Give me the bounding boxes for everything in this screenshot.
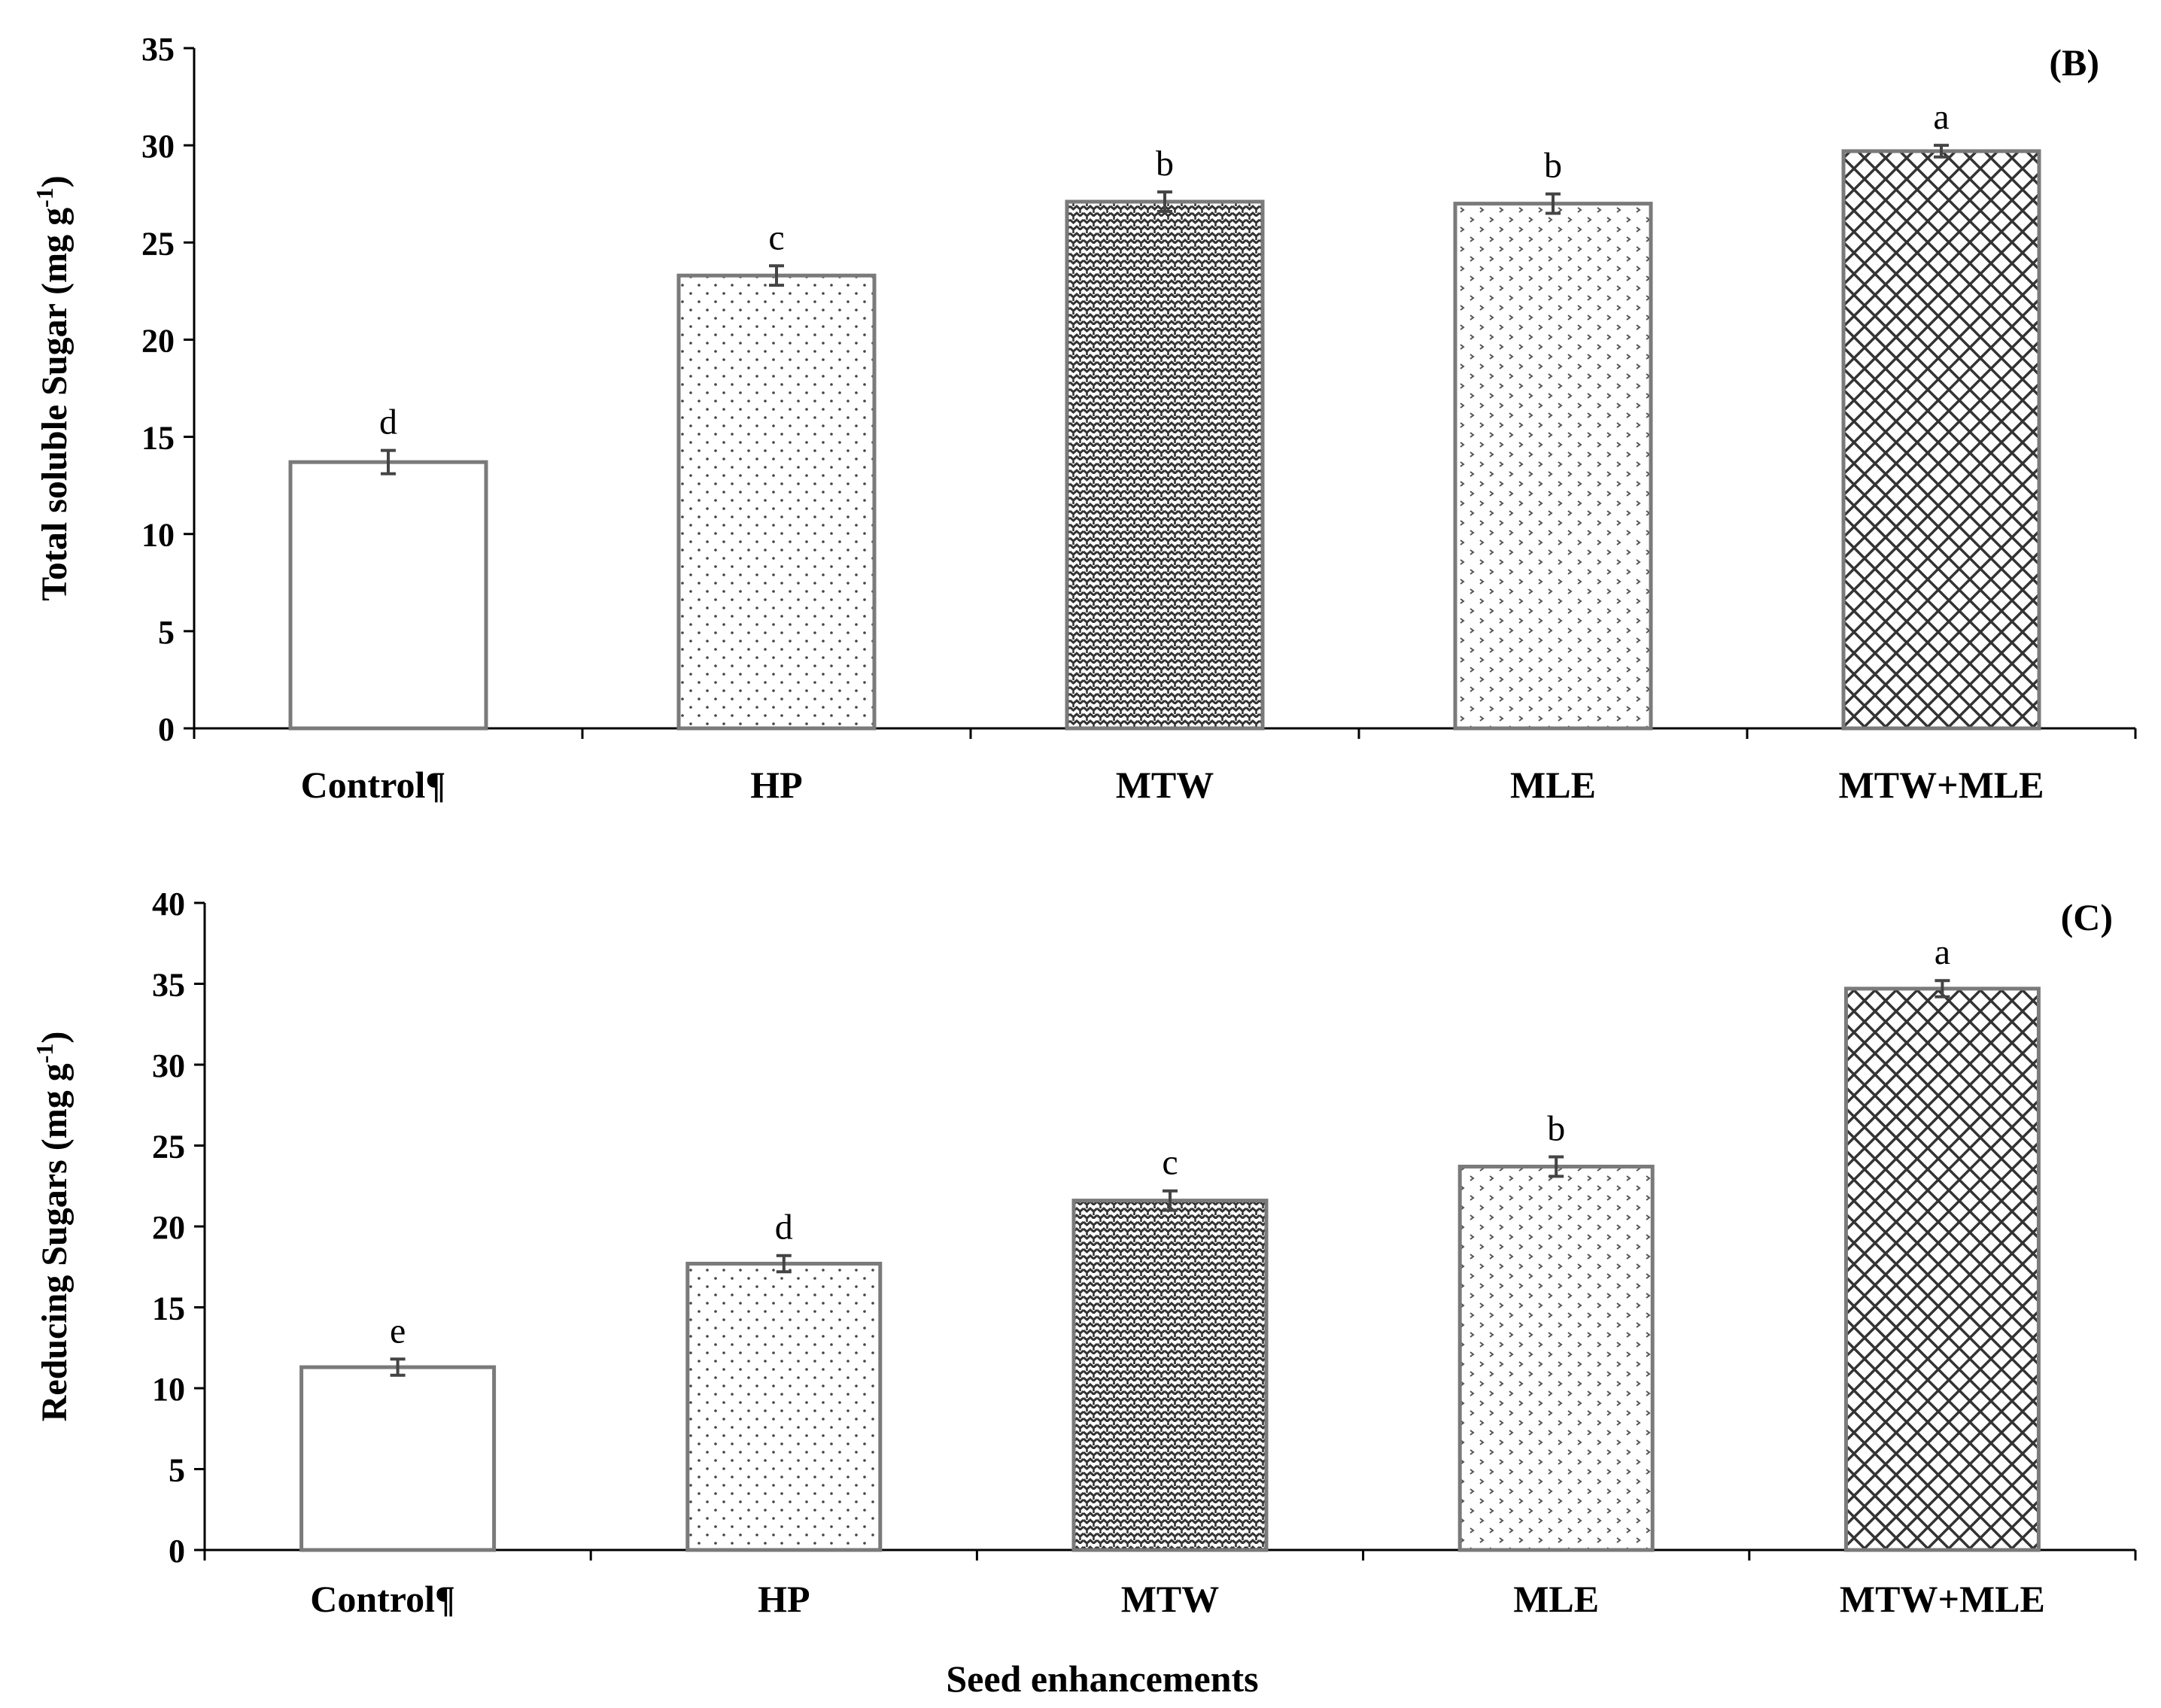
category-label: MLE bbox=[1510, 764, 1596, 806]
bar-mtw+mle bbox=[1846, 989, 2038, 1550]
bar-control bbox=[290, 462, 486, 728]
y-axis-title-sup: -1 bbox=[31, 1044, 58, 1064]
significance-letter: b bbox=[1544, 146, 1562, 186]
y-tick-label: 0 bbox=[169, 1533, 185, 1570]
panel-label: (C) bbox=[2061, 896, 2113, 938]
category-label: MTW+MLE bbox=[1839, 764, 2044, 806]
y-axis-title-main: Total soluble Sugar (mg g bbox=[35, 208, 74, 601]
significance-letter: a bbox=[1935, 932, 1950, 972]
y-tick-label: 40 bbox=[152, 886, 185, 922]
y-tick-label: 30 bbox=[141, 128, 175, 165]
chart-panel-b: 0 5 10 15 20 25 30 35 d Control¶ c HP b MTW b MLE a MTW+M… bbox=[31, 31, 2135, 806]
bar-hp bbox=[688, 1263, 880, 1550]
panel-label: (B) bbox=[2049, 41, 2099, 84]
category-label: MTW+MLE bbox=[1840, 1578, 2045, 1620]
y-tick-label: 15 bbox=[152, 1290, 185, 1327]
y-tick-label: 35 bbox=[152, 967, 185, 1004]
significance-letter: c bbox=[768, 217, 784, 257]
category-label: MTW bbox=[1121, 1578, 1220, 1620]
y-tick-label: 0 bbox=[158, 711, 175, 748]
y-tick-label: 10 bbox=[152, 1371, 185, 1408]
category-label: HP bbox=[758, 1578, 810, 1620]
y-tick-label: 25 bbox=[152, 1129, 185, 1166]
significance-letter: a bbox=[1933, 97, 1949, 137]
bar-mtw bbox=[1074, 1201, 1266, 1550]
significance-letter: d bbox=[379, 403, 397, 442]
bar-mtw+mle bbox=[1843, 151, 2039, 728]
bar-mtw bbox=[1067, 202, 1263, 728]
chart-panel-c: 0 5 10 15 20 25 30 35 40 e Control¶ d HP c MTW b MLE a MTW… bbox=[31, 886, 2135, 1620]
significance-letter: d bbox=[775, 1208, 793, 1248]
y-tick-label: 30 bbox=[152, 1047, 185, 1084]
significance-letter: b bbox=[1547, 1109, 1565, 1149]
y-tick-label: 20 bbox=[152, 1209, 185, 1246]
y-tick-label: 5 bbox=[169, 1452, 185, 1489]
y-tick-label: 15 bbox=[141, 420, 175, 457]
category-label: Control¶ bbox=[301, 764, 446, 806]
y-axis-title-sup: -1 bbox=[31, 187, 58, 208]
category-label: Control¶ bbox=[310, 1578, 455, 1620]
bar-hp bbox=[679, 275, 874, 728]
bar-mle bbox=[1460, 1166, 1652, 1550]
bar-control bbox=[302, 1367, 494, 1550]
y-tick-label: 35 bbox=[141, 31, 175, 68]
significance-letter: c bbox=[1162, 1143, 1178, 1183]
y-tick-label: 20 bbox=[141, 322, 175, 359]
y-axis-title: Total soluble Sugar (mg g-1) bbox=[31, 175, 74, 600]
y-axis-title: Reducing Sugars (mg g-1) bbox=[31, 1032, 74, 1422]
x-axis-title: Seed enhancements bbox=[946, 1658, 1258, 1700]
y-axis-title-main: Reducing Sugars (mg g bbox=[35, 1063, 74, 1421]
significance-letter: b bbox=[1156, 144, 1174, 184]
y-tick-label: 25 bbox=[141, 225, 175, 262]
y-axis-title-close: ) bbox=[35, 1032, 74, 1044]
bar-mle bbox=[1455, 204, 1651, 728]
category-label: MLE bbox=[1513, 1578, 1599, 1620]
figure: 0 5 10 15 20 25 30 35 d Control¶ c HP b MTW b MLE a MTW+M… bbox=[0, 0, 2161, 1708]
significance-letter: e bbox=[390, 1311, 406, 1351]
y-axis-title-close: ) bbox=[35, 175, 74, 187]
y-tick-label: 10 bbox=[141, 517, 175, 554]
category-label: HP bbox=[750, 764, 802, 806]
y-tick-label: 5 bbox=[158, 614, 175, 651]
category-label: MTW bbox=[1116, 764, 1214, 806]
